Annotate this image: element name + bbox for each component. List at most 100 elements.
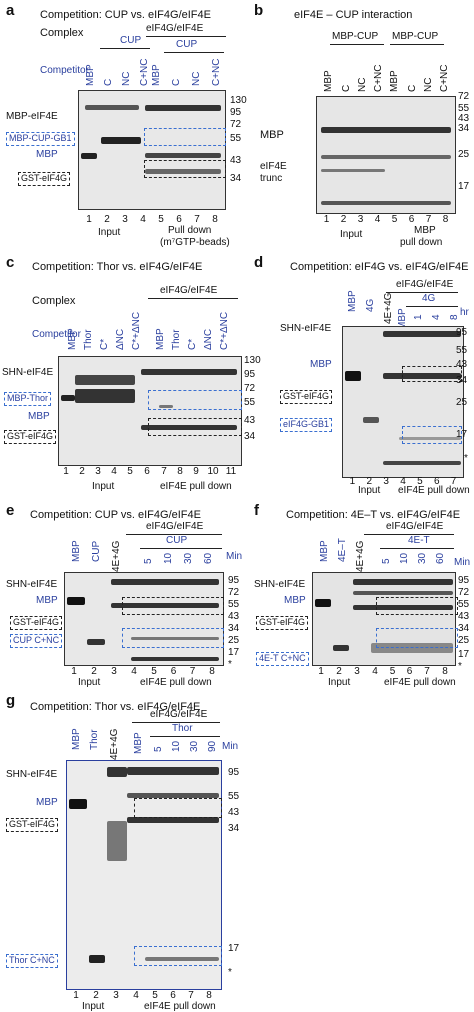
lane-number: 4: [400, 476, 406, 487]
input-label: Input: [358, 485, 381, 496]
mw-marker: 130: [244, 355, 261, 366]
lane-number: 8: [442, 214, 449, 225]
gel-band: [127, 767, 219, 775]
lane-header: 4E+4G: [383, 292, 394, 324]
lane-header: MBP: [85, 64, 96, 86]
lane-header: 5: [153, 746, 164, 752]
lane-header: C+NC: [211, 58, 222, 86]
lane-number: 7: [189, 666, 196, 677]
row-tag: 4E-T C+NC: [256, 652, 309, 666]
lane-header: 1: [413, 314, 424, 320]
lane-number: 6: [408, 214, 415, 225]
mw-marker: 25: [456, 397, 468, 408]
mw-marker: 25: [458, 635, 470, 646]
input-label: Input: [82, 1001, 105, 1012]
panel-title: Competition: CUP vs. eIF4G/eIF4E: [40, 9, 211, 21]
mw-marker: 25: [458, 149, 470, 160]
lane-header: NC: [423, 77, 434, 92]
group-bracket: [330, 44, 384, 45]
lane-number: 8: [212, 214, 218, 225]
gel-band: [353, 591, 453, 595]
lane-header: 30: [183, 552, 194, 564]
mw-marker: *: [458, 661, 462, 672]
lane-number: 6: [176, 214, 182, 225]
unit-label: hr: [460, 307, 469, 318]
group-cup-label: CUP: [166, 535, 188, 546]
highlight-box: [134, 798, 222, 818]
lane-header: 5: [381, 558, 392, 564]
gel-band: [363, 417, 379, 423]
panel-label: d: [254, 254, 264, 271]
lane-number: 4: [372, 666, 378, 677]
mw-marker: *: [228, 967, 232, 978]
lane-number: 1: [318, 666, 324, 677]
lane-number: 3: [111, 666, 117, 677]
panel-title: Competition: Thor vs. eIF4G/eIF4E: [32, 261, 203, 273]
highlight-box: [376, 597, 458, 615]
lane-header: NC: [357, 77, 368, 92]
gel-image: [64, 572, 224, 666]
lane-number: 2: [79, 466, 85, 477]
gel-band: [87, 639, 105, 645]
gel-band: [75, 375, 135, 385]
input-label: Input: [328, 677, 351, 688]
lane-header: C+NC: [139, 58, 150, 86]
gel-image: [316, 96, 456, 214]
gel-band: [61, 395, 75, 401]
gel-band: [353, 605, 453, 610]
gel-band: [75, 389, 135, 403]
lane-number: 10: [207, 466, 219, 477]
pulldown-label: eIF4E pull down: [160, 481, 232, 492]
panel-a: a Competition: CUP vs. eIF4G/eIF4E Compl…: [0, 0, 250, 248]
lane-number: 1: [323, 214, 330, 225]
panel-label: a: [6, 2, 15, 19]
lane-number: 6: [170, 666, 177, 677]
gel-band: [141, 425, 237, 430]
row-label: SHN-eIF4E: [2, 367, 54, 378]
mw-marker: 43: [458, 611, 470, 622]
input-label: Input: [92, 481, 115, 492]
gel-band: [315, 599, 331, 607]
group-4g4e-label: eIF4G/eIF4E: [146, 521, 204, 532]
panel-title: Competition: 4E–T vs. eIF4G/eIF4E: [286, 509, 461, 521]
lane-header: MBP: [319, 540, 330, 562]
group-bracket: [100, 48, 150, 49]
mw-marker: 72: [244, 383, 256, 394]
row-tag: CUP C+NC: [10, 634, 63, 648]
row-label: MBP: [36, 595, 58, 606]
lane-header: 4: [431, 314, 442, 320]
mw-marker: 55: [458, 599, 470, 610]
group-bracket: [386, 292, 458, 293]
lane-number: 2: [91, 666, 97, 677]
lane-header: NC: [191, 71, 202, 86]
beads-label: (m⁷GTP-beads): [160, 237, 230, 248]
mw-marker: 55: [244, 397, 256, 408]
lane-number: 1: [86, 214, 92, 225]
mw-marker: 95: [230, 107, 242, 118]
lane-header: MBP: [133, 732, 144, 754]
lane-header: 10: [399, 552, 410, 564]
gel-band: [371, 643, 453, 653]
highlight-box: [402, 426, 462, 444]
mw-marker: 55: [230, 133, 242, 144]
lane-number: 11: [225, 466, 237, 477]
mw-marker: 25: [228, 635, 240, 646]
competitor-label: Competitor: [32, 329, 81, 340]
lane-number: 2: [336, 666, 342, 677]
lane-header: 4E+4G: [355, 540, 366, 572]
gel-band: [67, 597, 85, 605]
gel-band: [333, 645, 349, 651]
gel-band: [159, 405, 173, 408]
row-label: trunc: [260, 173, 283, 184]
group-4g4e-label: eIF4G/eIF4E: [146, 23, 204, 34]
panel-b: b eIF4E – CUP interaction MBP-CUP MBP-CU…: [250, 0, 474, 248]
lane-numbers: 1 2 3 4 5 6 7: [344, 476, 462, 487]
mw-marker: 95: [228, 767, 240, 778]
panel-e: e Competition: CUP vs. eIF4G/eIF4E eIF4G…: [0, 500, 250, 690]
highlight-box: [134, 946, 222, 966]
group-4g4e-label: eIF4G/eIF4E: [160, 285, 218, 296]
group-4g4e-label: eIF4G/eIF4E: [150, 709, 208, 720]
row-tag: GST-eIF4G: [256, 616, 309, 630]
lane-header: MBP: [347, 290, 358, 312]
mw-marker: *: [464, 453, 468, 464]
